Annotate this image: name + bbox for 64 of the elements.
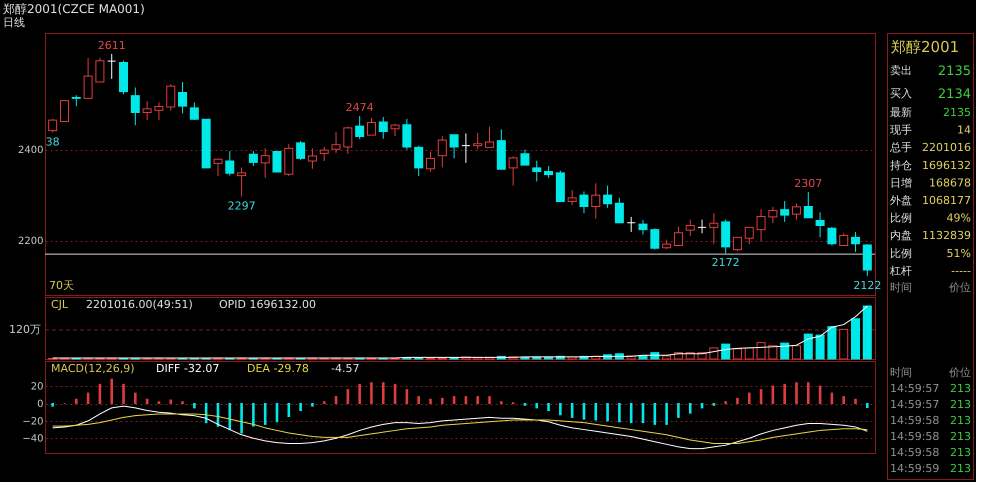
annotation: 2201016.00(49:51) bbox=[86, 298, 193, 311]
text: 213 bbox=[950, 462, 971, 475]
chart-title: 郑醇2001(CZCE MA001) bbox=[3, 2, 145, 16]
text: 14:59:59 bbox=[890, 462, 940, 475]
annotation: 38 bbox=[46, 135, 60, 148]
text: 49% bbox=[946, 212, 971, 225]
text: 买入 bbox=[890, 87, 912, 100]
text: 51% bbox=[946, 246, 971, 260]
text: 比例 bbox=[890, 246, 912, 260]
annotation: 2307 bbox=[794, 176, 822, 190]
annotation: 70天 bbox=[49, 279, 74, 292]
text: 1132839 bbox=[922, 229, 971, 242]
annotation: CJL bbox=[51, 298, 69, 311]
annotation: -4.57 bbox=[331, 362, 360, 375]
text: ----- bbox=[951, 264, 972, 278]
text: 1696132 bbox=[922, 158, 971, 172]
text: 14:59:57 bbox=[890, 382, 940, 395]
chart-title: MACD(12,26,9) bbox=[51, 362, 135, 375]
text: 2134 bbox=[938, 87, 971, 102]
chart-subtitle: 日线 bbox=[3, 16, 25, 29]
text: 日增 bbox=[890, 176, 912, 190]
text: 168678 bbox=[929, 176, 971, 190]
text: 2135 bbox=[938, 64, 971, 79]
text: 14:59:57 bbox=[890, 398, 940, 411]
text: 213 bbox=[950, 398, 971, 411]
text: 外盘 bbox=[890, 194, 912, 207]
text: 213 bbox=[950, 414, 971, 427]
y-tick-label: 20 bbox=[30, 382, 44, 393]
text: 现手 bbox=[890, 124, 912, 137]
y-tick-label: −40 bbox=[22, 434, 44, 445]
text: 时间 bbox=[890, 366, 912, 379]
y-tick-label: −20 bbox=[22, 416, 44, 428]
y-tick-label: 0 bbox=[37, 399, 44, 410]
text: 价位 bbox=[948, 366, 971, 379]
text: 持仓 bbox=[890, 158, 912, 172]
annotation: 2611 bbox=[98, 38, 126, 52]
y-tick-label: 2400 bbox=[18, 145, 44, 156]
text: 14:59:58 bbox=[890, 414, 940, 427]
text: 1068177 bbox=[922, 194, 971, 207]
text: DIFF -32.07 bbox=[156, 362, 220, 375]
text: 郑醇2001 bbox=[891, 38, 960, 56]
ref-line-label: 120万 bbox=[9, 322, 41, 336]
text: 2135 bbox=[943, 106, 971, 119]
annotation: 2474 bbox=[346, 101, 374, 114]
text: DEA -29.78 bbox=[247, 362, 309, 375]
annotation: 2297 bbox=[228, 199, 256, 212]
text: 2201016 bbox=[922, 141, 971, 154]
text: 14 bbox=[957, 124, 971, 137]
annotation: 2172 bbox=[712, 256, 740, 270]
text: 14:59:58 bbox=[890, 446, 940, 459]
text: 卖出 bbox=[890, 64, 912, 77]
text: 总手 bbox=[889, 141, 912, 154]
text: 213 bbox=[950, 430, 971, 443]
annotation: OPID 1696132.00 bbox=[219, 298, 316, 311]
text: 价位 bbox=[948, 281, 971, 294]
text: 14:59:58 bbox=[890, 430, 940, 443]
y-tick-label: 2200 bbox=[18, 236, 44, 248]
text: 内盘 bbox=[890, 229, 912, 242]
text: 213 bbox=[950, 446, 971, 459]
text: 213 bbox=[950, 382, 971, 395]
text: 最新 bbox=[890, 106, 912, 119]
text: 杠杆 bbox=[889, 264, 912, 278]
text: 时间 bbox=[890, 281, 912, 294]
text: 比例 bbox=[890, 212, 912, 225]
